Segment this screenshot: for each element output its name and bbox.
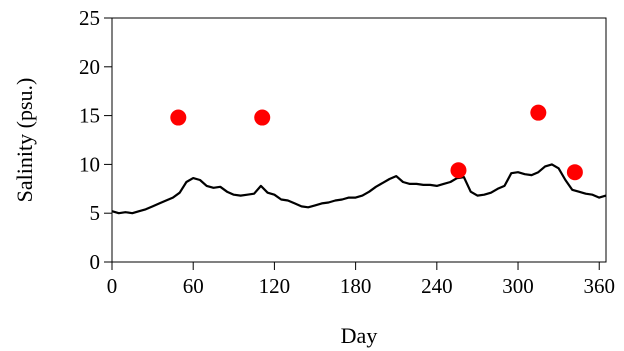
x-tick-label: 240 <box>421 274 453 298</box>
y-tick-label: 5 <box>90 201 101 225</box>
x-axis-label: Day <box>341 323 378 348</box>
observation-point <box>566 164 583 181</box>
plot-area <box>111 17 607 263</box>
x-tick-label: 0 <box>107 274 118 298</box>
x-tick-label: 360 <box>583 274 615 298</box>
observation-points-series <box>170 104 583 181</box>
observation-point <box>170 109 187 126</box>
salinity-line <box>111 163 607 215</box>
y-tick-label: 20 <box>79 55 100 79</box>
y-axis: 0 5 10 15 20 25 <box>79 6 112 274</box>
y-tick-label: 10 <box>79 152 100 176</box>
x-tick-label: 120 <box>259 274 291 298</box>
observation-point <box>530 104 547 121</box>
observation-point <box>254 109 271 126</box>
y-tick-label: 0 <box>90 250 101 274</box>
salinity-line-series <box>111 163 607 215</box>
observation-point <box>450 162 467 179</box>
y-tick-label: 25 <box>79 6 100 30</box>
x-tick-label: 300 <box>502 274 534 298</box>
plot-frame <box>111 17 607 263</box>
y-tick-label: 15 <box>79 104 100 128</box>
y-axis-label: Salinity (psu.) <box>12 78 37 203</box>
x-tick-label: 60 <box>183 274 204 298</box>
x-axis: 0 60 120 180 240 300 360 <box>107 262 615 298</box>
x-tick-label: 180 <box>340 274 372 298</box>
